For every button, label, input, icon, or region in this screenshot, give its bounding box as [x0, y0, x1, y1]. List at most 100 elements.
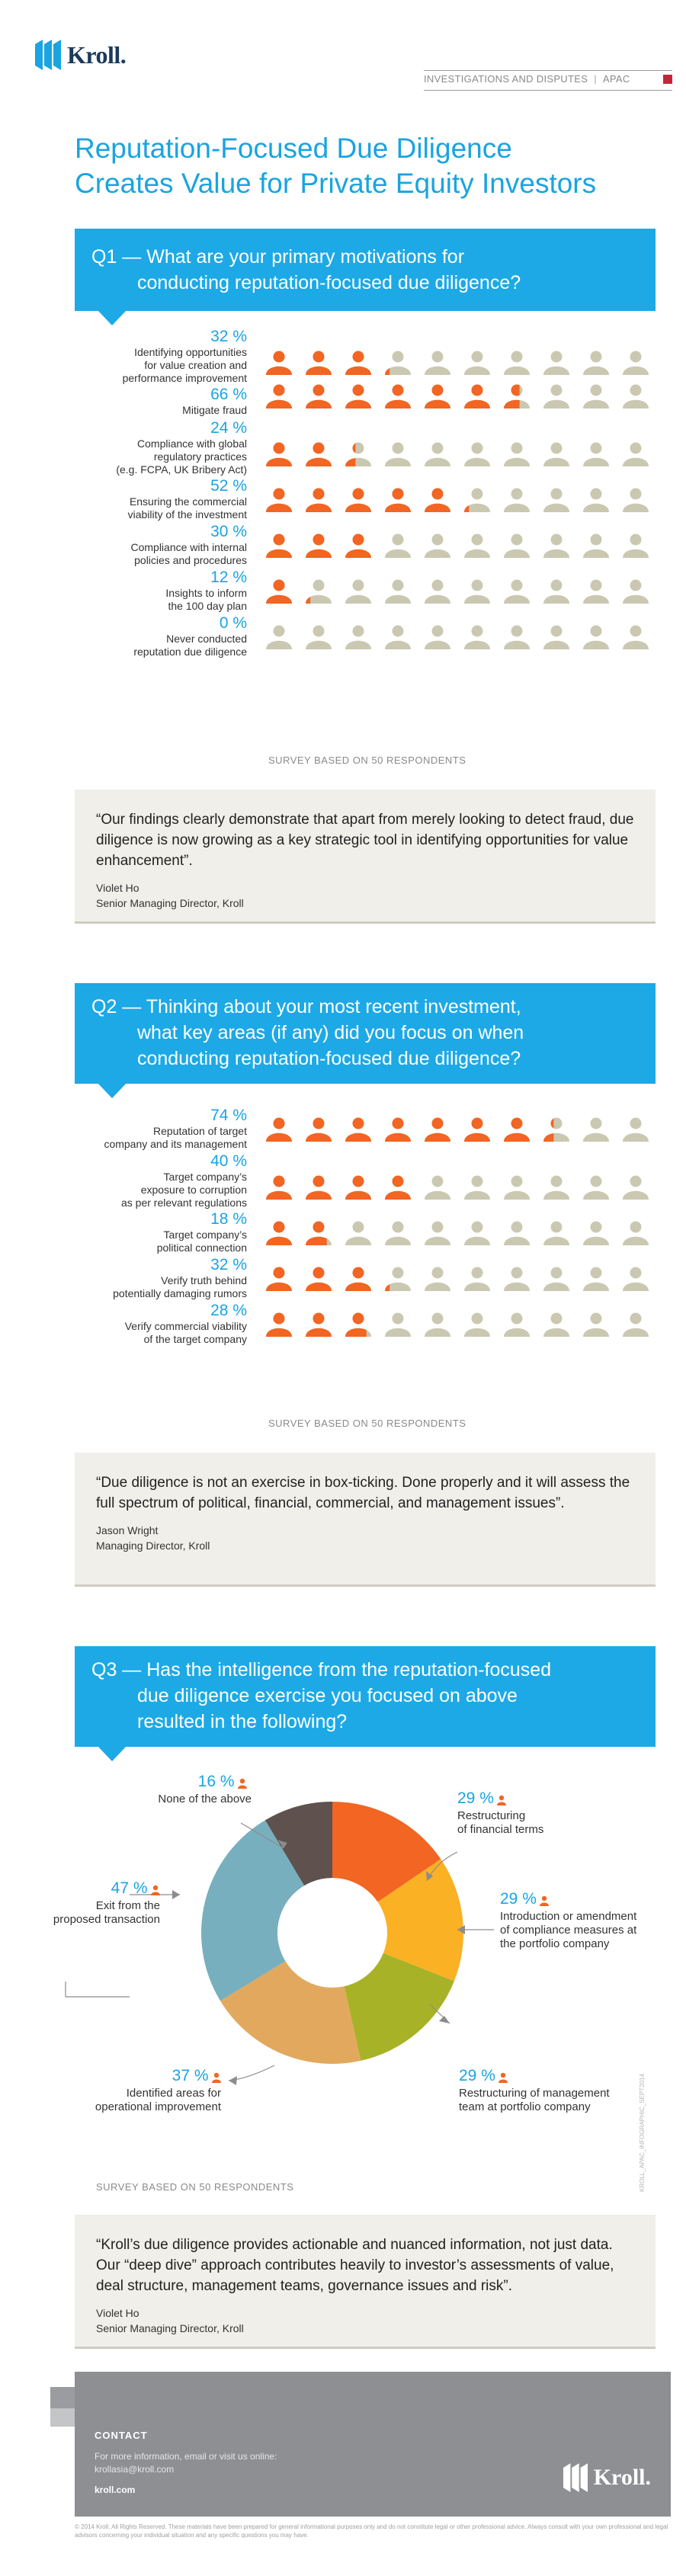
- footer-email-link[interactable]: krollasia@kroll.com: [95, 2464, 175, 2475]
- person-icon: [305, 533, 332, 562]
- footer-contact-line: For more information, email or visit us …: [95, 2451, 277, 2462]
- chart-row: 0 % Never conducted reputation due diligen…: [72, 614, 247, 658]
- person-icon: [424, 1175, 451, 1203]
- data-label: 66 %: [210, 386, 247, 403]
- footer-logo: Kroll.: [563, 2463, 651, 2492]
- row-label: 32 % Verify truth behind potentially damag…: [72, 1256, 247, 1300]
- person-icon: [463, 1175, 491, 1203]
- q1-banner: Q1 — What are your primary motivations f…: [75, 229, 656, 311]
- q3-line-1: Q3 — Has the intelligence from the reput…: [91, 1659, 552, 1680]
- quote-2-role: Managing Director, Kroll: [96, 1540, 210, 1552]
- person-icon: [384, 533, 412, 562]
- quote-3: “Kroll’s due diligence provides actionab…: [75, 2215, 656, 2349]
- person-icon: [622, 1267, 649, 1295]
- row-label: 74 % Reputation of target company and its …: [72, 1107, 247, 1151]
- person-icon: [543, 1221, 570, 1249]
- person-icon: [384, 384, 412, 412]
- person-icon: [305, 351, 332, 379]
- person-icon: [265, 1221, 293, 1249]
- person-icon: [384, 1175, 412, 1203]
- row-label: 66 % Mitigate fraud: [72, 386, 247, 417]
- pct-none: 16 %: [197, 1773, 235, 1790]
- data-label: 12 %: [210, 569, 247, 586]
- person-icon: [582, 1175, 610, 1203]
- title-line-1: Reputation-Focused Due Diligence: [75, 133, 512, 164]
- category-label: exposure to corruption: [140, 1184, 247, 1196]
- person-icon: [265, 442, 293, 470]
- category-label: viability of the investment: [127, 508, 247, 521]
- person-icon: [622, 579, 649, 607]
- footer-site-link[interactable]: kroll.com: [95, 2485, 136, 2495]
- person-icon: [543, 488, 570, 516]
- category-label: Verify truth behind: [161, 1274, 247, 1286]
- quote-1-name: Violet Ho: [96, 882, 139, 894]
- data-label: 32 %: [210, 1256, 247, 1274]
- person-icon: [384, 442, 412, 470]
- person-icon: [622, 384, 649, 412]
- category-label: Target company’s: [163, 1229, 247, 1241]
- text-compliance-line-3: the portfolio company: [500, 1937, 610, 1950]
- person-icon: [622, 1221, 649, 1249]
- text-operational-line-1: Identified areas for: [126, 2087, 221, 2100]
- legal-text: © 2014 Kroll. All Rights Reserved. These…: [75, 2523, 668, 2539]
- separator: |: [594, 73, 597, 85]
- person-icon: [424, 351, 451, 379]
- person-icon: [424, 488, 451, 516]
- chart-row: 32 % Verify truth behind potentially damag…: [72, 1256, 247, 1300]
- person-icon: [384, 1267, 412, 1295]
- q2-line-2: what key areas (if any) did you focus on…: [137, 1022, 524, 1043]
- quote-3-role: Senior Managing Director, Kroll: [96, 2322, 244, 2334]
- person-icon: [305, 1175, 332, 1203]
- text-compliance-line-2: of compliance measures at: [500, 1924, 637, 1937]
- person-icon: [238, 1778, 247, 1789]
- footer-accent-light: [50, 2408, 75, 2427]
- data-label: 0 %: [219, 614, 247, 632]
- text-management: Restructuring of management team at port…: [459, 2087, 610, 2114]
- label-management: 29 %: [459, 2067, 508, 2085]
- person-icon: [384, 625, 412, 653]
- row-label: 32 % Identifying opportunities for value c…: [72, 328, 247, 385]
- person-icon: [305, 1267, 332, 1295]
- person-icon: [622, 1312, 649, 1341]
- person-icon: [424, 1312, 451, 1341]
- category-label: political connection: [156, 1242, 247, 1254]
- person-icon: [622, 351, 649, 379]
- person-icon: [345, 1221, 372, 1249]
- person-icon: [345, 625, 372, 653]
- category-label: Reputation of target: [153, 1125, 247, 1137]
- text-restructuring-fin: Restructuring of financial terms: [457, 1809, 543, 1837]
- person-icon: [622, 1117, 649, 1145]
- category-label: performance improvement: [122, 372, 247, 384]
- person-icon: [543, 579, 570, 607]
- person-icon: [345, 579, 372, 607]
- quote-1-role: Senior Managing Director, Kroll: [96, 897, 244, 909]
- data-label: 24 %: [210, 419, 247, 437]
- q1-line-2: conducting reputation-focused due dilige…: [137, 272, 521, 293]
- person-icon: [622, 1175, 649, 1203]
- person-icon: [463, 351, 491, 379]
- text-exit: Exit from the proposed transaction: [38, 1899, 160, 1927]
- person-icon: [463, 1221, 491, 1249]
- row-label: 30 % Compliance with internal policies and…: [72, 523, 247, 567]
- category-label: as per relevant regulations: [121, 1197, 247, 1209]
- category-label: Verify commercial viability: [124, 1320, 247, 1332]
- quote-3-attribution: Violet Ho Senior Managing Director, Krol…: [96, 2305, 634, 2336]
- q3-pie-chart: [65, 1802, 494, 2085]
- person-icon: [582, 384, 610, 412]
- brand-name: Kroll.: [67, 40, 127, 69]
- text-exit-line-2: proposed transaction: [53, 1913, 160, 1926]
- person-icon: [345, 351, 372, 379]
- pie-center-hole: [277, 1878, 387, 1988]
- person-icon: [305, 488, 332, 516]
- person-icon: [384, 1117, 412, 1145]
- text-exit-line-1: Exit from the: [95, 1899, 160, 1912]
- person-icon: [543, 625, 570, 653]
- text-management-line-2: team at portfolio company: [459, 2100, 591, 2113]
- person-icon: [543, 1267, 570, 1295]
- category-label: regulatory practices: [153, 450, 247, 463]
- kroll-logo: Kroll.: [35, 40, 127, 70]
- person-icon: [384, 351, 412, 379]
- person-icon: [543, 1175, 570, 1203]
- q1-survey-note: SURVEY BASED ON 50 RESPONDENTS: [268, 755, 466, 766]
- header-rule-bottom: [424, 90, 672, 91]
